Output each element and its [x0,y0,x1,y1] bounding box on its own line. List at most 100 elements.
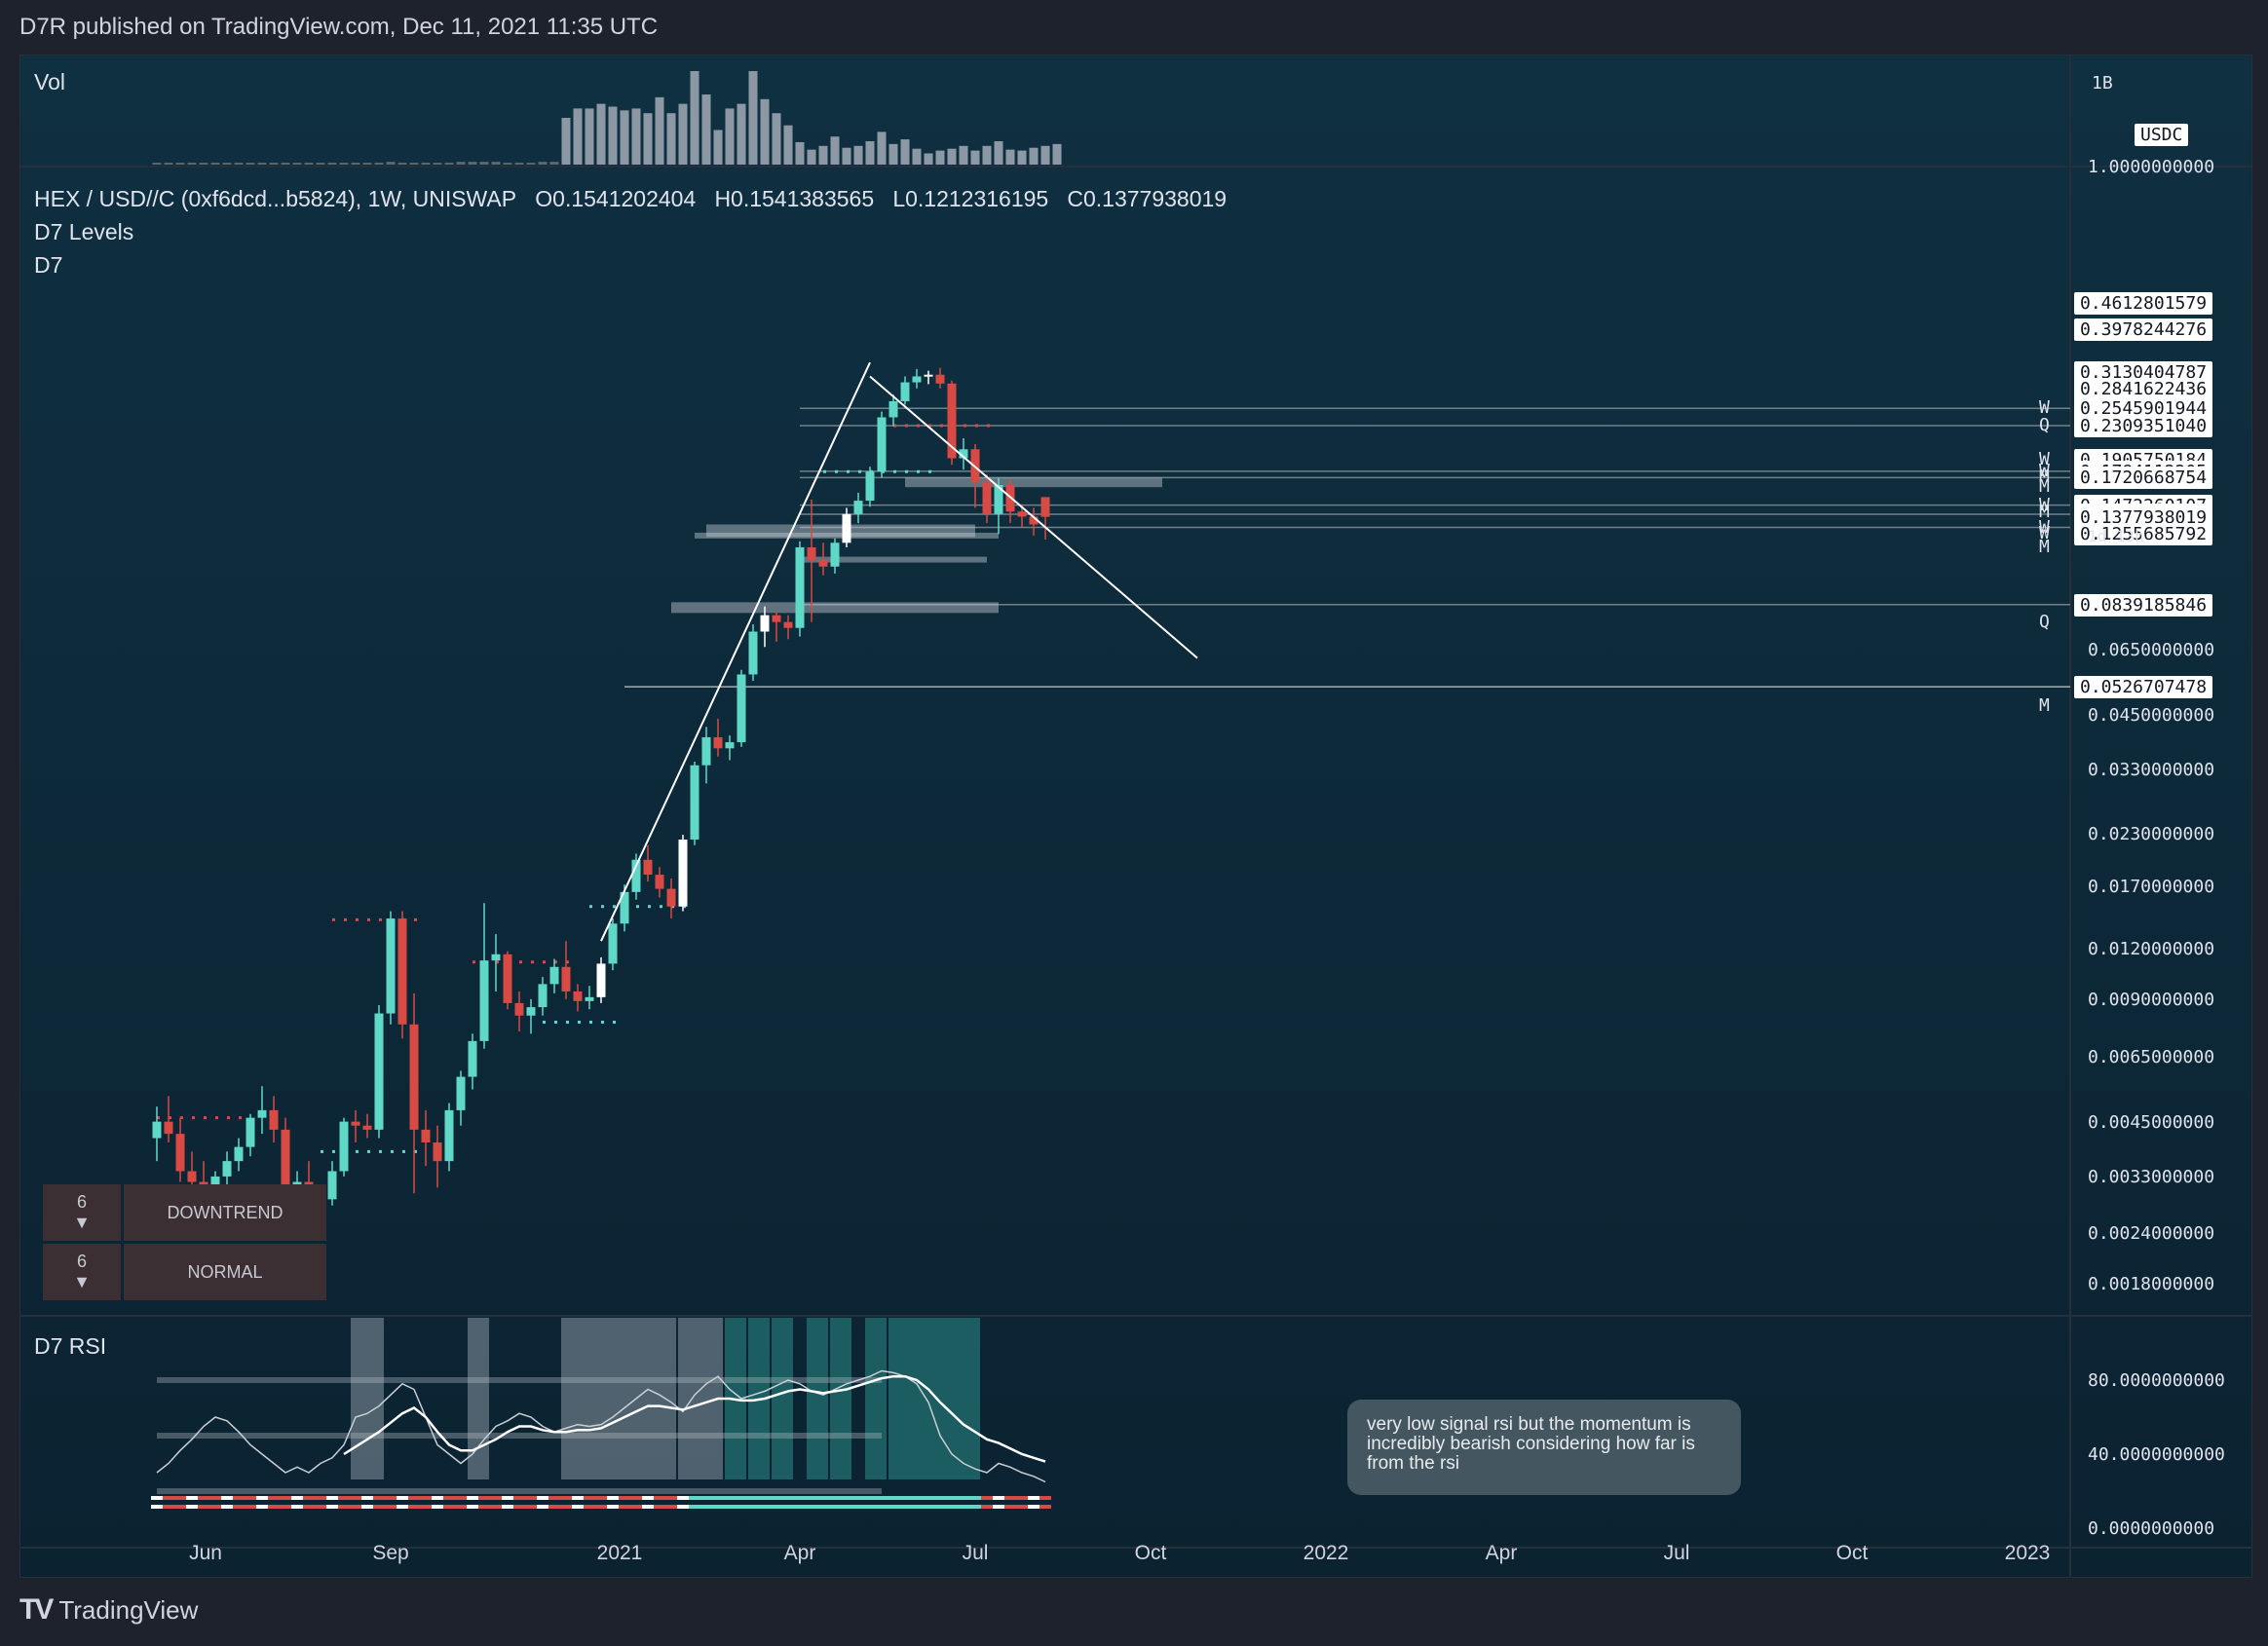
candle-body [783,621,793,628]
rsi-signal-strip [630,1505,642,1509]
rsi-signal-strip [712,1505,724,1509]
rsi-signal-strip [209,1505,221,1509]
rsi-signal-strip [186,1496,198,1500]
candle-body [608,923,618,964]
rsi-signal-strip [712,1496,724,1500]
rsi-signal-strip [771,1505,782,1509]
volume-bar [1017,150,1027,165]
candle-body [772,615,781,622]
rsi-signal-strip [993,1505,1004,1509]
candle-body [327,1171,337,1200]
volume-bar [421,163,431,165]
candle-body [514,1002,524,1016]
rsi-highlight-band [772,1318,793,1479]
volume-bar [164,163,173,165]
rsi-signal-strip [724,1505,736,1509]
level-letter: W [2039,522,2050,543]
volume-bar [737,103,746,165]
annotation-callout[interactable]: very low signal rsi but the momentum is … [1347,1400,1741,1495]
indicator-d7-levels[interactable]: D7 Levels [34,219,134,244]
level-letter: M [2039,536,2050,557]
time-axis-label: Jul [962,1542,989,1564]
rsi-signal-strip [677,1505,689,1509]
candle-body [257,1109,267,1118]
rsi-signal-strip [397,1496,408,1500]
price-tag: 0.2545901944 [2074,397,2213,421]
rsi-signal-strip [408,1505,420,1509]
rsi-signal-strip [338,1505,350,1509]
candle-body [865,471,875,502]
candle-body [386,918,396,1014]
tradingview-footer[interactable]: TV TradingView [19,1593,198,1627]
status-count: 6 ▼ [43,1184,121,1241]
price-axis-label: 0.0330000000 [2088,760,2215,781]
rsi-signal-strip [841,1505,852,1509]
rsi-signal-strip [595,1505,607,1509]
price-tag: 0.2309351040 [2074,414,2213,437]
rsi-signal-strip [665,1496,677,1500]
candle-body [888,401,898,418]
rsi-signal-strip [817,1505,829,1509]
volume-bar [199,163,208,165]
volume-bar [257,163,267,165]
rsi-signal-strip [607,1505,619,1509]
rsi-axis-label: 40.0000000000 [2088,1444,2225,1465]
rsi-signal-strip [163,1505,174,1509]
candle-body [433,1142,442,1162]
rsi-signal-strip [268,1496,280,1500]
symbol-legend[interactable]: HEX / USD//C (0xf6dcd...b5824), 1W, UNIS… [34,186,1227,212]
rsi-signal-strip [806,1505,817,1509]
candle-body [222,1161,232,1177]
rsi-signal-strip [174,1505,186,1509]
price-axis-label: 0.0230000000 [2088,823,2215,844]
volume-bar [935,150,945,165]
rsi-signal-strip [841,1496,852,1500]
candle-body [912,376,922,383]
brand-name: TradingView [58,1594,199,1625]
price-tag: 0.2841622436 [2074,378,2213,401]
price-axis-label: 0.0045000000 [2088,1111,2215,1133]
rsi-signal-strip [665,1505,677,1509]
chart-container[interactable]: Vol 1B HEX / USD//C (0xf6dcd...b5824), 1… [19,55,2252,1578]
volume-bar [807,149,816,165]
rsi-highlight-band [807,1318,828,1479]
rsi-signal-strip [888,1505,899,1509]
chart-gradient [20,56,2251,1577]
volume-bar [433,163,442,165]
rsi-signal-strip [1016,1496,1028,1500]
currency-badge: USDC [2135,124,2189,146]
rsi-signal-strip [794,1496,806,1500]
time-axis-label: Oct [1134,1542,1167,1564]
volume-bar [690,71,699,165]
rsi-signal-strip [525,1505,537,1509]
volume-bar [666,113,676,165]
indicator-d7[interactable]: D7 [34,252,63,278]
rsi-signal-strip [280,1505,291,1509]
rsi-signal-strip [782,1505,794,1509]
level-letter: M [2039,502,2050,523]
candle-body [666,888,676,907]
volume-bar [409,163,419,165]
status-count: 6 ▼ [43,1244,121,1300]
rsi-signal-strip [548,1496,560,1500]
status-row-mode: 6 ▼ NORMAL [43,1244,326,1300]
candle-body [491,954,501,961]
volume-bar [234,163,244,165]
rsi-signal-strip [969,1505,981,1509]
level-letter: W [2039,516,2050,538]
candle-body [900,382,910,402]
rsi-signal-strip [455,1496,467,1500]
candle-body [760,615,770,632]
rsi-signal-strip [572,1505,584,1509]
rsi-signal-strip [654,1496,665,1500]
volume-bar [304,163,314,165]
ohlc-open: O0.1541202404 [535,186,697,211]
rsi-signal-strip [911,1505,923,1509]
chart-canvas[interactable] [20,56,2251,1577]
rsi-signal-strip [607,1496,619,1500]
rsi-signal-strip [525,1496,537,1500]
price-axis-label: 0.0024000000 [2088,1222,2215,1244]
rsi-signal-strip [163,1496,174,1500]
rsi-signal-strip [490,1496,502,1500]
rsi-signal-strip [373,1496,385,1500]
